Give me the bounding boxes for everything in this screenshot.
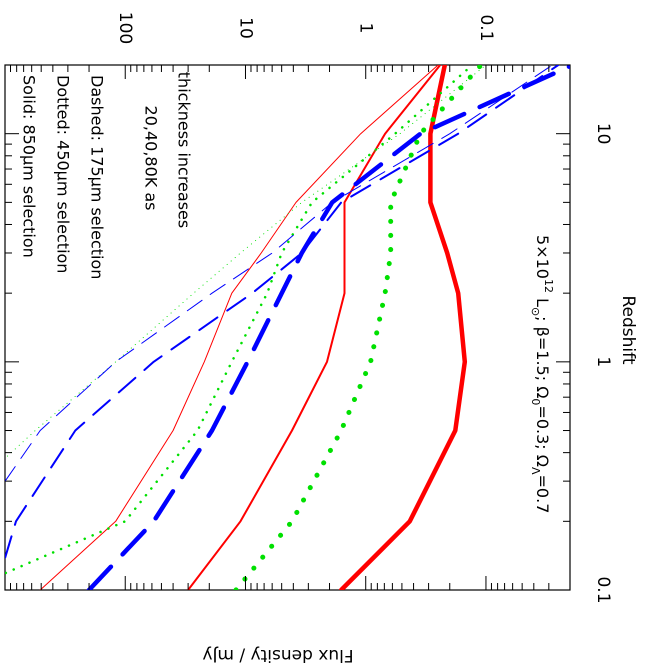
- y-tick-label: 100: [115, 12, 135, 44]
- param-text: Λ: [530, 467, 543, 475]
- x-tick-label: 0.1: [593, 576, 613, 603]
- curve: [5, 65, 560, 562]
- curves: [5, 65, 570, 590]
- curve: [338, 65, 468, 590]
- y-tick-label: 1: [356, 23, 376, 34]
- param-text: ⊙: [530, 307, 543, 316]
- y-tick-label: 10: [235, 17, 255, 39]
- y-tick-label: 0.1: [476, 14, 496, 41]
- param-text: =0.3; Ω: [534, 405, 553, 467]
- annotation: 20,40,80K as: [142, 106, 161, 211]
- param-text: 5×10: [534, 235, 553, 279]
- param-text: ; β=1.5; Ω: [534, 316, 553, 398]
- param-text: L: [534, 293, 553, 307]
- param-text: 0: [530, 398, 543, 405]
- x-axis-label: Redshift: [618, 295, 638, 364]
- curve: [233, 65, 484, 590]
- x-tick-label: 10: [593, 123, 613, 145]
- x-tick-label: 1: [593, 356, 613, 367]
- annotation: Dotted: 450μm selection: [54, 75, 73, 273]
- curve: [5, 65, 553, 483]
- param-text: 12: [543, 279, 556, 293]
- annotation: thickness increases: [175, 72, 194, 228]
- plot-frame: [4, 64, 571, 591]
- curve: [86, 65, 570, 590]
- curve: [39, 65, 439, 590]
- parameters: 5×1012 L⊙; β=1.5; Ω0=0.3; ΩΛ=0.7: [530, 235, 556, 513]
- curve: [187, 65, 442, 590]
- param-text: =0.7: [534, 475, 553, 514]
- annotation: Solid: 850μm selection: [20, 75, 39, 258]
- annotation: Dashed: 175μm selection: [88, 75, 107, 279]
- y-axis-label: Flux density / mJy: [202, 645, 353, 665]
